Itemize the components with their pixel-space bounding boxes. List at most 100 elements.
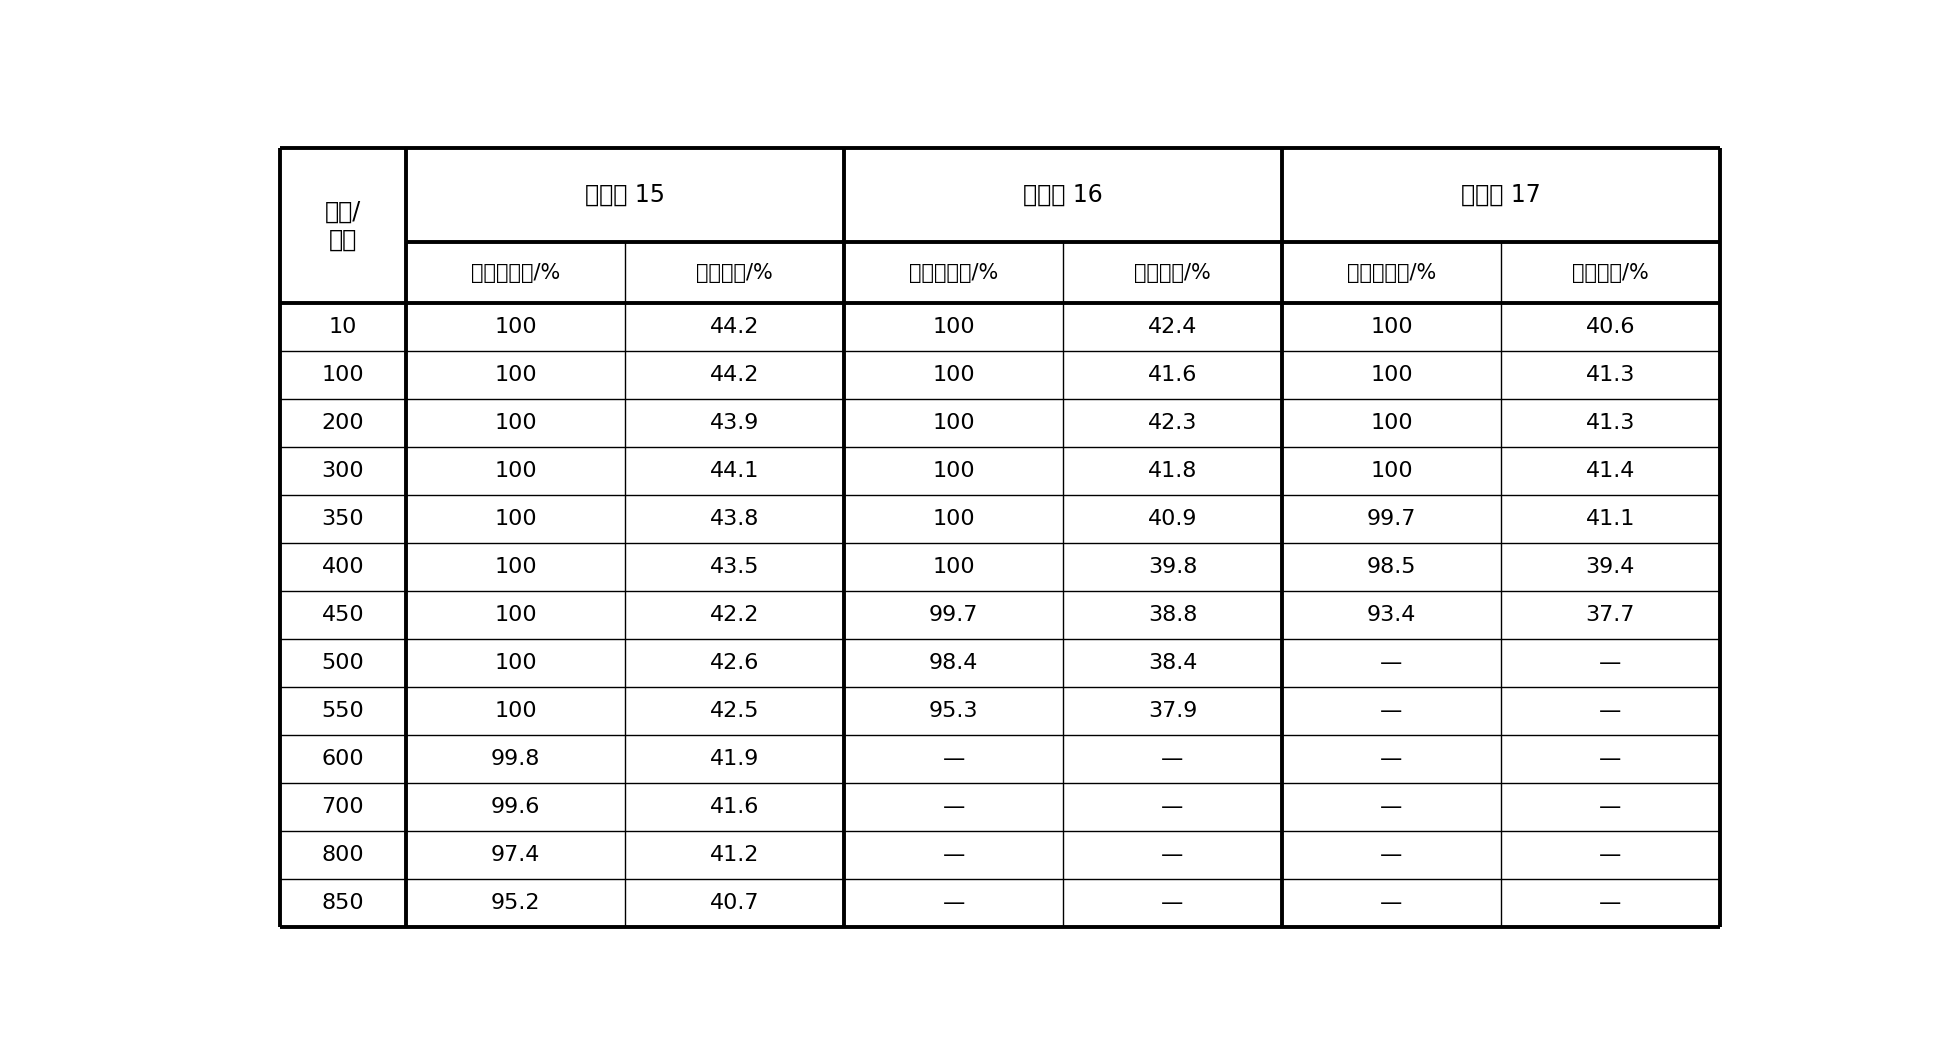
Text: 100: 100 bbox=[933, 558, 976, 578]
Text: 100: 100 bbox=[1371, 365, 1413, 386]
Text: 450: 450 bbox=[321, 605, 364, 626]
Text: 时间/
小时: 时间/ 小时 bbox=[325, 200, 360, 252]
Text: 43.9: 43.9 bbox=[711, 413, 759, 433]
Text: 10: 10 bbox=[329, 318, 356, 338]
Text: 100: 100 bbox=[1371, 318, 1413, 338]
Text: 40.9: 40.9 bbox=[1148, 510, 1196, 529]
Text: 98.5: 98.5 bbox=[1367, 558, 1417, 578]
Text: 甲醇转化率/%: 甲醇转化率/% bbox=[470, 262, 560, 282]
Text: —: — bbox=[1380, 749, 1404, 769]
Text: —: — bbox=[943, 749, 964, 769]
Text: —: — bbox=[1380, 845, 1404, 866]
Text: 100: 100 bbox=[321, 365, 364, 386]
Text: 44.2: 44.2 bbox=[711, 318, 759, 338]
Text: 100: 100 bbox=[494, 510, 536, 529]
Text: 100: 100 bbox=[494, 365, 536, 386]
Text: 44.1: 44.1 bbox=[711, 461, 759, 481]
Text: 95.3: 95.3 bbox=[929, 701, 978, 721]
Text: 400: 400 bbox=[321, 558, 364, 578]
Text: 600: 600 bbox=[321, 749, 364, 769]
Text: 100: 100 bbox=[494, 318, 536, 338]
Text: 550: 550 bbox=[321, 701, 364, 721]
Text: 41.2: 41.2 bbox=[711, 845, 759, 866]
Text: 实施例 16: 实施例 16 bbox=[1024, 183, 1104, 207]
Text: 37.7: 37.7 bbox=[1586, 605, 1636, 626]
Text: 38.4: 38.4 bbox=[1148, 653, 1196, 673]
Text: 42.5: 42.5 bbox=[711, 701, 759, 721]
Text: 39.8: 39.8 bbox=[1148, 558, 1196, 578]
Text: 40.6: 40.6 bbox=[1586, 318, 1636, 338]
Text: 丙烯收率/%: 丙烯收率/% bbox=[1134, 262, 1210, 282]
Text: —: — bbox=[1599, 701, 1622, 721]
Text: 700: 700 bbox=[321, 798, 364, 817]
Text: 100: 100 bbox=[494, 461, 536, 481]
Text: 200: 200 bbox=[321, 413, 364, 433]
Text: 300: 300 bbox=[321, 461, 364, 481]
Text: —: — bbox=[1599, 749, 1622, 769]
Text: 40.7: 40.7 bbox=[711, 893, 759, 913]
Text: 43.8: 43.8 bbox=[711, 510, 759, 529]
Text: —: — bbox=[1162, 749, 1183, 769]
Text: 100: 100 bbox=[933, 461, 976, 481]
Text: 44.2: 44.2 bbox=[711, 365, 759, 386]
Text: 41.6: 41.6 bbox=[711, 798, 759, 817]
Text: 42.3: 42.3 bbox=[1148, 413, 1196, 433]
Text: 99.8: 99.8 bbox=[492, 749, 540, 769]
Text: —: — bbox=[1599, 845, 1622, 866]
Text: 甲醇转化率/%: 甲醇转化率/% bbox=[1347, 262, 1437, 282]
Text: 93.4: 93.4 bbox=[1367, 605, 1415, 626]
Text: 100: 100 bbox=[1371, 413, 1413, 433]
Text: 42.4: 42.4 bbox=[1148, 318, 1196, 338]
Text: —: — bbox=[943, 798, 964, 817]
Text: 丙烯收率/%: 丙烯收率/% bbox=[1572, 262, 1649, 282]
Text: 38.8: 38.8 bbox=[1148, 605, 1196, 626]
Text: —: — bbox=[943, 893, 964, 913]
Text: 41.6: 41.6 bbox=[1148, 365, 1196, 386]
Text: 100: 100 bbox=[494, 701, 536, 721]
Text: 98.4: 98.4 bbox=[929, 653, 978, 673]
Text: —: — bbox=[1599, 653, 1622, 673]
Text: 99.6: 99.6 bbox=[492, 798, 540, 817]
Text: 100: 100 bbox=[933, 413, 976, 433]
Text: —: — bbox=[1380, 653, 1404, 673]
Text: 800: 800 bbox=[321, 845, 364, 866]
Text: 43.5: 43.5 bbox=[711, 558, 759, 578]
Text: —: — bbox=[1162, 798, 1183, 817]
Text: 37.9: 37.9 bbox=[1148, 701, 1196, 721]
Text: 100: 100 bbox=[494, 605, 536, 626]
Text: 850: 850 bbox=[321, 893, 364, 913]
Text: 42.6: 42.6 bbox=[711, 653, 759, 673]
Text: 100: 100 bbox=[494, 558, 536, 578]
Text: —: — bbox=[1599, 893, 1622, 913]
Text: 41.4: 41.4 bbox=[1586, 461, 1636, 481]
Text: 丙烯收率/%: 丙烯收率/% bbox=[697, 262, 772, 282]
Text: 99.7: 99.7 bbox=[1367, 510, 1415, 529]
Text: 97.4: 97.4 bbox=[492, 845, 540, 866]
Text: 350: 350 bbox=[321, 510, 364, 529]
Text: —: — bbox=[1162, 845, 1183, 866]
Text: —: — bbox=[943, 845, 964, 866]
Text: —: — bbox=[1380, 701, 1404, 721]
Text: 41.9: 41.9 bbox=[711, 749, 759, 769]
Text: 比较例 17: 比较例 17 bbox=[1462, 183, 1541, 207]
Text: 95.2: 95.2 bbox=[492, 893, 540, 913]
Text: 41.3: 41.3 bbox=[1586, 413, 1636, 433]
Text: 甲醇转化率/%: 甲醇转化率/% bbox=[910, 262, 999, 282]
Text: 99.7: 99.7 bbox=[929, 605, 978, 626]
Text: 41.8: 41.8 bbox=[1148, 461, 1196, 481]
Text: —: — bbox=[1380, 893, 1404, 913]
Text: 100: 100 bbox=[933, 510, 976, 529]
Text: 100: 100 bbox=[494, 413, 536, 433]
Text: —: — bbox=[1380, 798, 1404, 817]
Text: 42.2: 42.2 bbox=[711, 605, 759, 626]
Text: 100: 100 bbox=[933, 318, 976, 338]
Text: 实施例 15: 实施例 15 bbox=[585, 183, 666, 207]
Text: 100: 100 bbox=[494, 653, 536, 673]
Text: 41.3: 41.3 bbox=[1586, 365, 1636, 386]
Text: 500: 500 bbox=[321, 653, 364, 673]
Text: 100: 100 bbox=[1371, 461, 1413, 481]
Text: —: — bbox=[1599, 798, 1622, 817]
Text: 41.1: 41.1 bbox=[1586, 510, 1636, 529]
Text: —: — bbox=[1162, 893, 1183, 913]
Text: 100: 100 bbox=[933, 365, 976, 386]
